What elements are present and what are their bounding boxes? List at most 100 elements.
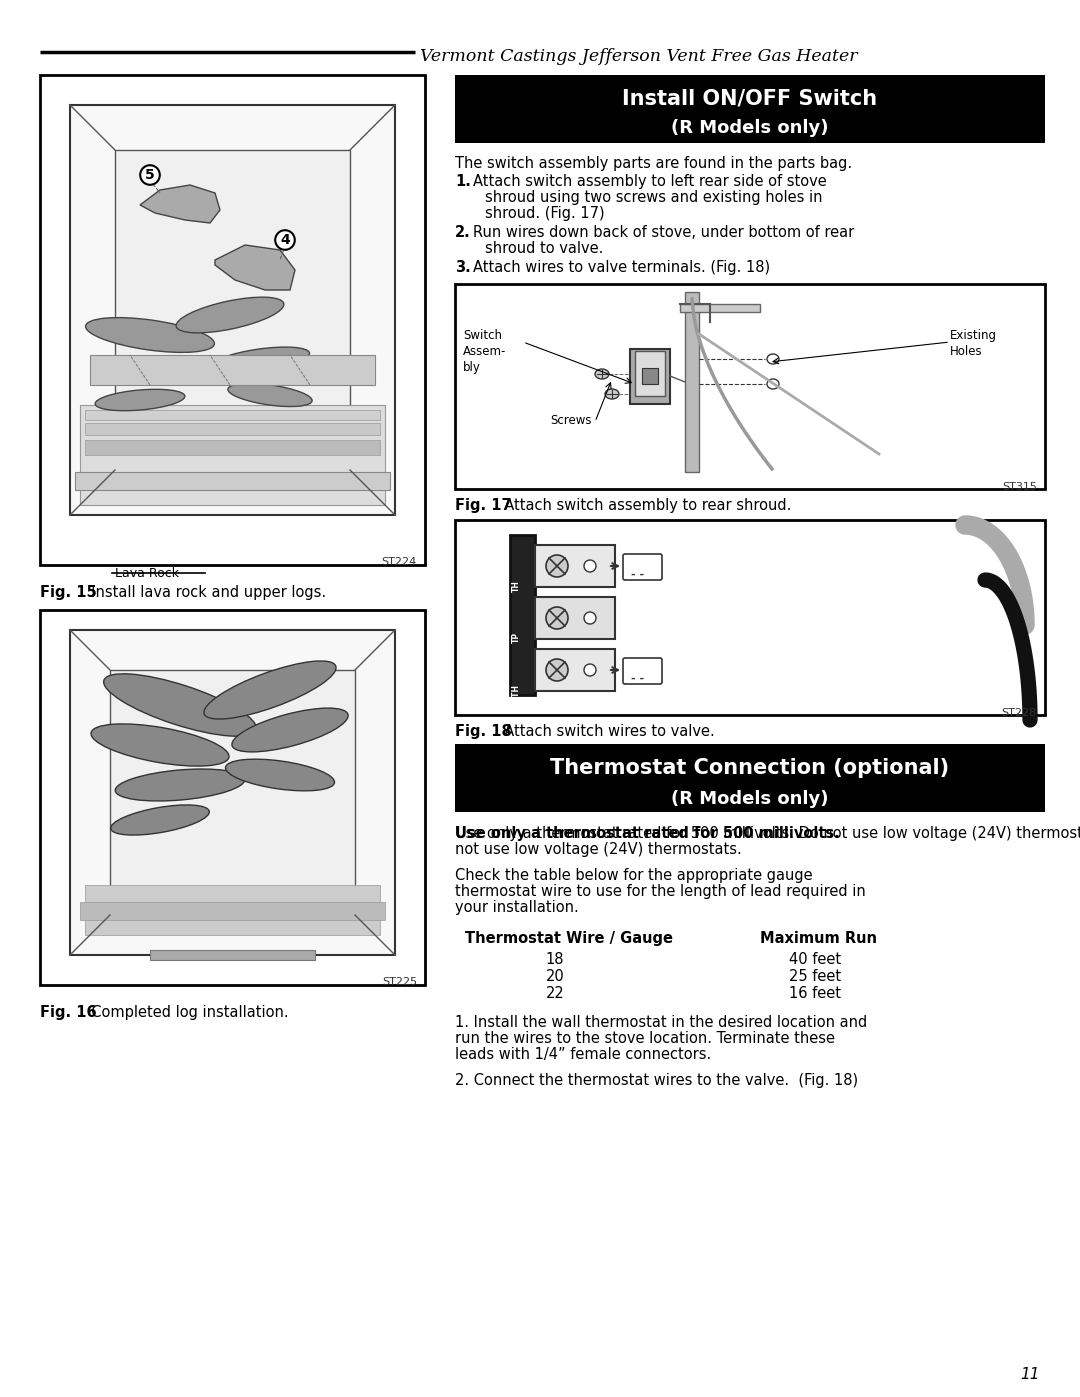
Bar — [510, 535, 535, 694]
Bar — [455, 284, 1045, 489]
Text: 20: 20 — [545, 970, 565, 983]
Ellipse shape — [232, 708, 348, 752]
Text: 4: 4 — [280, 233, 289, 247]
Bar — [680, 305, 760, 312]
Ellipse shape — [228, 383, 312, 407]
Text: ST228: ST228 — [1002, 708, 1037, 718]
Bar — [70, 105, 395, 515]
Text: Attach switch assembly to rear shroud.: Attach switch assembly to rear shroud. — [495, 497, 792, 513]
Bar — [114, 149, 350, 469]
Bar — [535, 597, 615, 638]
Polygon shape — [140, 184, 220, 224]
Ellipse shape — [605, 388, 619, 400]
Text: - -: - - — [631, 673, 644, 685]
Text: 25 feet: 25 feet — [788, 970, 841, 983]
Bar — [85, 423, 380, 434]
Bar — [455, 745, 1045, 812]
Text: 18: 18 — [545, 951, 564, 967]
Text: 11: 11 — [1021, 1368, 1040, 1382]
Text: Maximum Run: Maximum Run — [760, 930, 877, 946]
Bar — [80, 405, 384, 504]
Text: Use only a thermostat rated for 500 millivolts. Do not use low voltage (24V) the: Use only a thermostat rated for 500 mill… — [455, 826, 1080, 841]
Ellipse shape — [176, 298, 284, 332]
Ellipse shape — [767, 353, 779, 365]
Text: (R Models only): (R Models only) — [672, 119, 828, 137]
Text: Screws: Screws — [550, 414, 592, 427]
Text: 16 feet: 16 feet — [789, 986, 841, 1002]
Text: 22: 22 — [545, 986, 565, 1002]
Bar — [70, 630, 395, 956]
Ellipse shape — [204, 661, 336, 719]
Text: Fig. 16: Fig. 16 — [40, 1004, 96, 1020]
Text: The switch assembly parts are found in the parts bag.: The switch assembly parts are found in t… — [455, 156, 852, 170]
Text: Existing
Holes: Existing Holes — [950, 330, 997, 358]
Ellipse shape — [85, 317, 215, 352]
Ellipse shape — [584, 560, 596, 571]
Ellipse shape — [100, 356, 220, 384]
Text: not use low voltage (24V) thermostats.: not use low voltage (24V) thermostats. — [455, 842, 742, 856]
Ellipse shape — [546, 659, 568, 680]
Text: Lava Rock: Lava Rock — [114, 567, 179, 580]
Ellipse shape — [226, 759, 335, 791]
Polygon shape — [215, 244, 295, 291]
Bar — [40, 610, 426, 985]
Text: ST224: ST224 — [381, 557, 417, 567]
Text: Install ON/OFF Switch: Install ON/OFF Switch — [622, 89, 878, 109]
Ellipse shape — [595, 369, 609, 379]
Bar — [110, 671, 355, 915]
FancyBboxPatch shape — [623, 658, 662, 685]
Text: 2. Connect the thermostat wires to the valve.  (Fig. 18): 2. Connect the thermostat wires to the v… — [455, 1073, 859, 1088]
Text: Thermostat Connection (optional): Thermostat Connection (optional) — [551, 759, 949, 778]
Bar — [635, 351, 665, 395]
Text: Thermostat Wire / Gauge: Thermostat Wire / Gauge — [465, 930, 673, 946]
Text: Attach switch assembly to left rear side of stove: Attach switch assembly to left rear side… — [473, 175, 827, 189]
Bar — [642, 367, 658, 384]
Ellipse shape — [104, 673, 256, 736]
Ellipse shape — [584, 664, 596, 676]
Text: Use only a thermostat rated for 500 millivolts.: Use only a thermostat rated for 500 mill… — [455, 826, 840, 841]
Text: Fig. 15: Fig. 15 — [40, 585, 97, 599]
Bar — [535, 545, 615, 587]
Text: leads with 1/4” female connectors.: leads with 1/4” female connectors. — [455, 1046, 712, 1062]
Text: shroud using two screws and existing holes in: shroud using two screws and existing hol… — [485, 190, 823, 205]
Bar — [630, 349, 670, 404]
Text: 40 feet: 40 feet — [788, 951, 841, 967]
Text: TP: TP — [512, 631, 521, 643]
Bar — [90, 355, 375, 386]
Text: (R Models only): (R Models only) — [672, 789, 828, 807]
Text: Completed log installation.: Completed log installation. — [82, 1004, 288, 1020]
Text: shroud. (Fig. 17): shroud. (Fig. 17) — [485, 205, 605, 221]
Text: TH: TH — [512, 580, 521, 592]
Ellipse shape — [111, 805, 210, 835]
Text: your installation.: your installation. — [455, 900, 579, 915]
Bar — [535, 650, 615, 692]
Text: 3.: 3. — [455, 260, 471, 275]
Text: TPTH: TPTH — [512, 685, 521, 707]
Text: ST225: ST225 — [382, 977, 417, 988]
Text: Run wires down back of stove, under bottom of rear: Run wires down back of stove, under bott… — [473, 225, 854, 240]
Text: thermostat wire to use for the length of lead required in: thermostat wire to use for the length of… — [455, 884, 866, 900]
Ellipse shape — [91, 724, 229, 766]
Text: Install lava rock and upper logs.: Install lava rock and upper logs. — [82, 585, 326, 599]
Bar — [455, 520, 1045, 715]
Bar — [150, 950, 315, 960]
Bar — [85, 440, 380, 455]
Bar — [40, 75, 426, 564]
Text: - -: - - — [631, 570, 644, 580]
Text: shroud to valve.: shroud to valve. — [485, 242, 604, 256]
Bar — [85, 886, 380, 935]
Text: Fig. 18: Fig. 18 — [455, 724, 512, 739]
Text: Switch
Assem-
bly: Switch Assem- bly — [463, 330, 507, 374]
Text: Fig. 17: Fig. 17 — [455, 497, 512, 513]
Text: Attach wires to valve terminals. (Fig. 18): Attach wires to valve terminals. (Fig. 1… — [473, 260, 770, 275]
Text: 2.: 2. — [455, 225, 471, 240]
Text: Vermont Castings Jefferson Vent Free Gas Heater: Vermont Castings Jefferson Vent Free Gas… — [420, 47, 858, 66]
Ellipse shape — [546, 608, 568, 629]
Ellipse shape — [211, 346, 310, 373]
Bar — [75, 472, 390, 490]
Bar — [80, 902, 384, 921]
Bar — [455, 75, 1045, 142]
Bar — [685, 292, 699, 472]
Ellipse shape — [584, 612, 596, 624]
Ellipse shape — [546, 555, 568, 577]
